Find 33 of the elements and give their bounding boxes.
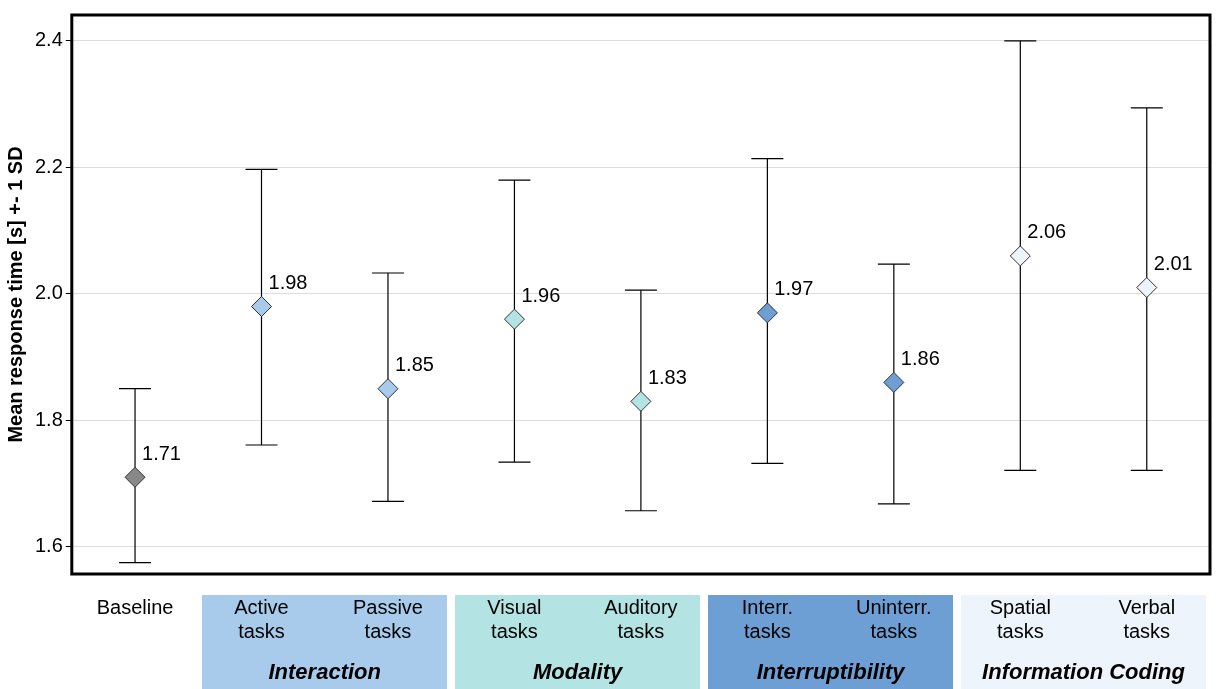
point	[756, 302, 778, 324]
data-label: 1.97	[774, 277, 814, 300]
point	[1136, 277, 1158, 299]
x-tick-label: Uninterr. tasks	[856, 595, 932, 642]
data-label: 1.83	[647, 365, 687, 388]
y-tick-label: 1.8	[34, 407, 63, 430]
data-label: 1.86	[900, 346, 940, 369]
point	[251, 296, 272, 318]
x-tick-label: Baseline	[96, 595, 174, 618]
data-label: 2.06	[1027, 220, 1067, 243]
data-label: 1.85	[394, 353, 434, 376]
y-tick-label: 2.4	[34, 28, 63, 51]
x-tick-label: Active tasks	[234, 595, 289, 642]
y-tick-label: 2.2	[34, 154, 63, 177]
x-tick-label: Spatial tasks	[989, 595, 1051, 642]
y-tick-label: 1.6	[34, 534, 63, 557]
point	[503, 308, 525, 330]
point	[124, 466, 146, 488]
data-label: 1.98	[268, 271, 308, 294]
x-tick-label: Passive tasks	[352, 595, 423, 642]
point	[630, 390, 652, 412]
point	[1009, 245, 1031, 267]
data-label: 1.96	[521, 283, 561, 306]
x-tick-label: Verbal tasks	[1118, 595, 1176, 642]
point	[883, 371, 905, 393]
x-tick-label: Visual tasks	[487, 595, 542, 642]
data-label: 2.01	[1153, 252, 1193, 275]
data-label: 1.71	[142, 441, 181, 464]
x-tick-label: Auditory tasks	[604, 595, 678, 642]
y-tick-label: 2.0	[34, 281, 63, 304]
point	[377, 378, 399, 400]
x-tick-label: Interr. tasks	[741, 595, 793, 642]
y-axis-title: Mean response time [s] +- 1 SD	[3, 146, 26, 443]
